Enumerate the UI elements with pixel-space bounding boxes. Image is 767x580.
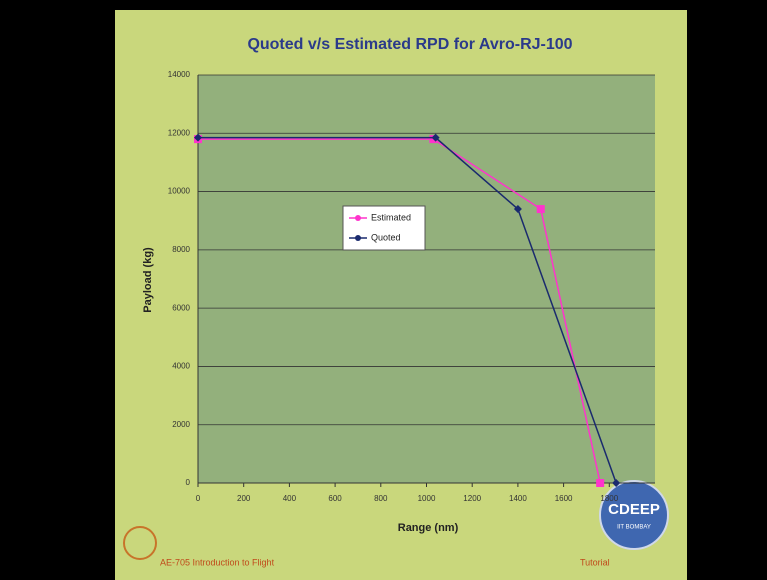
legend-marker — [355, 235, 361, 241]
cdeep-logo-sub: IIT BOMBAY — [617, 525, 651, 531]
screen: Quoted v/s Estimated RPD for Avro-RJ-100… — [0, 0, 767, 580]
x-tick-label: 1200 — [463, 494, 481, 503]
x-tick-label: 1400 — [509, 494, 527, 503]
marker — [596, 479, 604, 487]
y-tick-label: 0 — [186, 478, 191, 487]
x-tick-label: 1800 — [600, 494, 618, 503]
x-axis-label: Range (nm) — [398, 522, 459, 534]
y-tick-label: 8000 — [172, 245, 190, 254]
section-footer: Tutorial — [580, 557, 610, 567]
y-tick-label: 10000 — [168, 187, 191, 196]
legend-marker — [355, 215, 361, 221]
legend-label: Estimated — [371, 212, 411, 222]
y-axis-label: Payload (kg) — [142, 247, 154, 313]
x-tick-label: 800 — [374, 494, 388, 503]
x-tick-label: 0 — [196, 494, 201, 503]
y-tick-label: 2000 — [172, 420, 190, 429]
y-tick-label: 14000 — [168, 70, 191, 79]
course-footer: AE-705 Introduction to Flight — [160, 557, 275, 567]
cdeep-logo-text: CDEEP — [608, 501, 660, 518]
marker — [537, 205, 545, 213]
chart-title: Quoted v/s Estimated RPD for Avro-RJ-100 — [247, 36, 572, 53]
x-tick-label: 200 — [237, 494, 251, 503]
x-tick-label: 1600 — [555, 494, 573, 503]
x-tick-label: 1000 — [418, 494, 436, 503]
x-tick-label: 600 — [328, 494, 342, 503]
y-tick-label: 12000 — [168, 128, 191, 137]
legend-label: Quoted — [371, 232, 401, 242]
x-tick-label: 400 — [283, 494, 297, 503]
y-tick-label: 4000 — [172, 362, 190, 371]
y-tick-label: 6000 — [172, 303, 190, 312]
